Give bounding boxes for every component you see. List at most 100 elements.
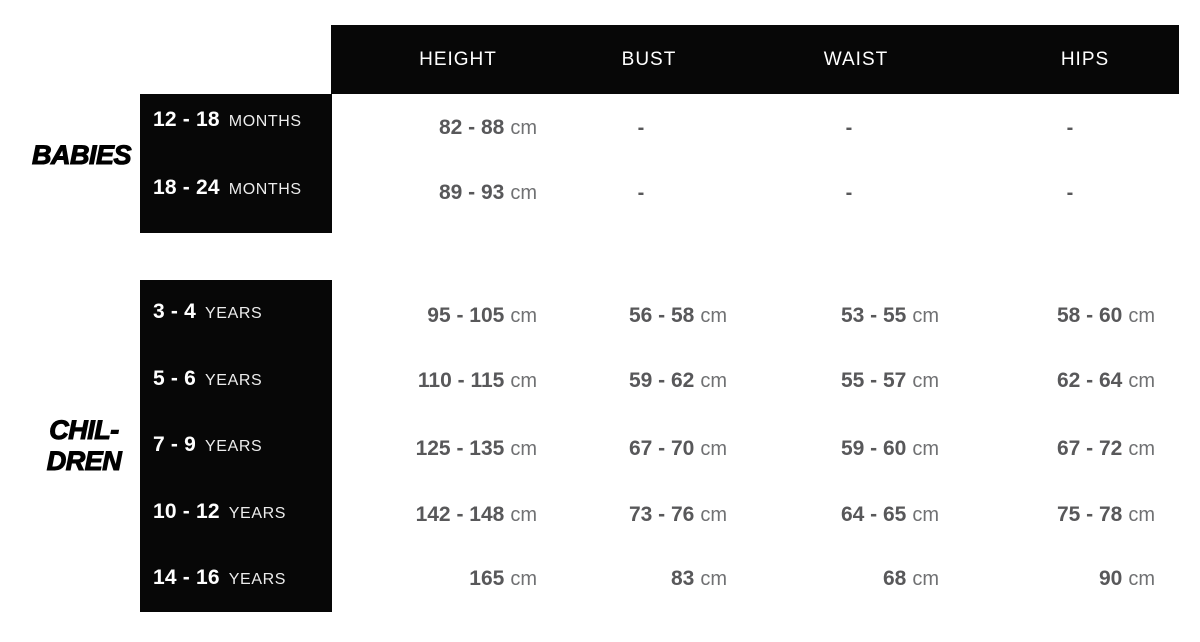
value-unit: cm	[700, 305, 727, 327]
age-unit-label: MONTHS	[228, 181, 302, 198]
waist-value: 68 cm	[883, 561, 939, 597]
value-unit: cm	[700, 504, 727, 526]
value-unit: cm	[1128, 370, 1155, 392]
value-unit: cm	[700, 370, 727, 392]
value-unit: cm	[912, 504, 939, 526]
table-row: 95 - 105 cm 56 - 58 cm 53 - 55 cm 58 - 60 cm	[0, 298, 1200, 334]
table-row: 110 - 115 cm 59 - 62 cm 55 - 57 cm 62 - 64 c…	[0, 363, 1200, 399]
height-value: 165 cm	[469, 561, 537, 597]
value-number: 73 - 76	[628, 503, 695, 526]
height-value: 125 - 135 cm	[416, 431, 537, 467]
age-range: 3 - 4	[153, 300, 197, 323]
hips-value: 67 - 72 cm	[1057, 431, 1155, 467]
age-row-14-16-years: 14 - 16 YEARS	[153, 560, 332, 596]
value-number: 59 - 60	[840, 437, 907, 460]
value-unit: cm	[1128, 568, 1155, 590]
value-number: 90	[1098, 567, 1123, 590]
table-row: 82 - 88 cm - - -	[0, 110, 1200, 146]
age-unit-label: MONTHS	[228, 113, 302, 130]
age-range: 14 - 16	[153, 566, 220, 589]
section-label-children-line1: CHIL-	[49, 414, 120, 445]
bust-value: 59 - 62 cm	[629, 363, 727, 399]
age-range: 7 - 9	[153, 433, 197, 456]
section-label-children-line2: DREN	[46, 445, 122, 476]
value-unit: cm	[510, 305, 537, 327]
children-age-box: 3 - 4 YEARS 5 - 6 YEARS 7 - 9 YEARS 10 - 12…	[140, 280, 332, 612]
height-value: 110 - 115 cm	[418, 363, 537, 399]
section-label-babies: BABIES	[31, 139, 132, 170]
age-row-18-24-months: 18 - 24 MONTHS	[153, 170, 332, 206]
waist-value: 53 - 55 cm	[841, 298, 939, 334]
value-number: 125 - 135	[415, 437, 505, 460]
waist-value: 64 - 65 cm	[841, 497, 939, 533]
bust-value-empty: -	[637, 117, 645, 139]
value-unit: cm	[510, 504, 537, 526]
value-unit: cm	[510, 438, 537, 460]
value-number: 95 - 105	[427, 304, 505, 327]
value-unit: cm	[912, 370, 939, 392]
value-number: 55 - 57	[840, 369, 907, 392]
value-unit: cm	[510, 568, 537, 590]
table-row: 125 - 135 cm 67 - 70 cm 59 - 60 cm 67 - 72 c…	[0, 431, 1200, 467]
age-unit-label: YEARS	[228, 571, 287, 588]
bust-value: 73 - 76 cm	[629, 497, 727, 533]
value-unit: cm	[700, 568, 727, 590]
age-row-7-9-years: 7 - 9 YEARS	[153, 427, 332, 463]
value-number: 58 - 60	[1056, 304, 1123, 327]
value-number: 83	[670, 567, 695, 590]
table-row: 89 - 93 cm - - -	[0, 175, 1200, 211]
value-number: 68	[882, 567, 907, 590]
value-unit: cm	[510, 117, 537, 139]
value-number: 142 - 148	[415, 503, 505, 526]
age-row-5-6-years: 5 - 6 YEARS	[153, 361, 332, 397]
hips-value: 58 - 60 cm	[1057, 298, 1155, 334]
value-unit: cm	[510, 370, 537, 392]
table-header-bar: HEIGHT BUST WAIST HIPS	[331, 25, 1179, 94]
hips-value: 90 cm	[1099, 561, 1155, 597]
height-value: 89 - 93 cm	[439, 175, 537, 211]
age-unit-label: YEARS	[205, 371, 263, 389]
waist-value: 59 - 60 cm	[841, 431, 939, 467]
section-label-children: CHIL- DREN	[28, 414, 140, 477]
value-number: 62 - 64	[1056, 369, 1123, 392]
height-value: 82 - 88 cm	[439, 110, 537, 146]
value-unit: cm	[1128, 305, 1155, 327]
value-unit: cm	[912, 438, 939, 460]
value-unit: cm	[912, 305, 939, 327]
babies-age-box: 12 - 18 MONTHS 18 - 24 MONTHS	[140, 94, 332, 233]
column-header-height: HEIGHT	[419, 49, 497, 70]
column-header-hips: HIPS	[1060, 49, 1110, 70]
age-unit-label: YEARS	[228, 504, 287, 522]
column-header-bust: BUST	[621, 49, 677, 70]
value-number: 59 - 62	[628, 369, 695, 392]
hips-value: 75 - 78 cm	[1057, 497, 1155, 533]
column-header-waist: WAIST	[823, 49, 889, 70]
table-row: 142 - 148 cm 73 - 76 cm 64 - 65 cm 75 - 78 c…	[0, 497, 1200, 533]
waist-value-empty: -	[845, 182, 853, 204]
bust-value: 56 - 58 cm	[629, 298, 727, 334]
waist-value-empty: -	[845, 117, 853, 139]
height-value: 142 - 148 cm	[416, 497, 537, 533]
value-unit: cm	[700, 438, 727, 460]
value-unit: cm	[1128, 504, 1155, 526]
bust-value: 83 cm	[671, 561, 727, 597]
hips-value: 62 - 64 cm	[1057, 363, 1155, 399]
value-number: 53 - 55	[840, 304, 907, 327]
age-range: 18 - 24	[153, 176, 220, 199]
value-number: 89 - 93	[438, 181, 505, 204]
age-range: 12 - 18	[153, 108, 220, 131]
height-value: 95 - 105 cm	[427, 298, 537, 334]
value-number: 56 - 58	[628, 304, 695, 327]
age-row-12-18-months: 12 - 18 MONTHS	[153, 102, 332, 138]
table-row: 165 cm 83 cm 68 cm 90 cm	[0, 561, 1200, 597]
value-number: 75 - 78	[1056, 503, 1123, 526]
value-number: 110 - 115	[417, 369, 505, 392]
age-range: 5 - 6	[153, 366, 197, 390]
age-row-10-12-years: 10 - 12 YEARS	[153, 494, 332, 530]
value-number: 82 - 88	[438, 116, 505, 139]
age-unit-label: YEARS	[205, 438, 263, 455]
age-range: 10 - 12	[153, 499, 220, 523]
hips-value-empty: -	[1066, 117, 1074, 139]
value-number: 64 - 65	[840, 503, 907, 526]
